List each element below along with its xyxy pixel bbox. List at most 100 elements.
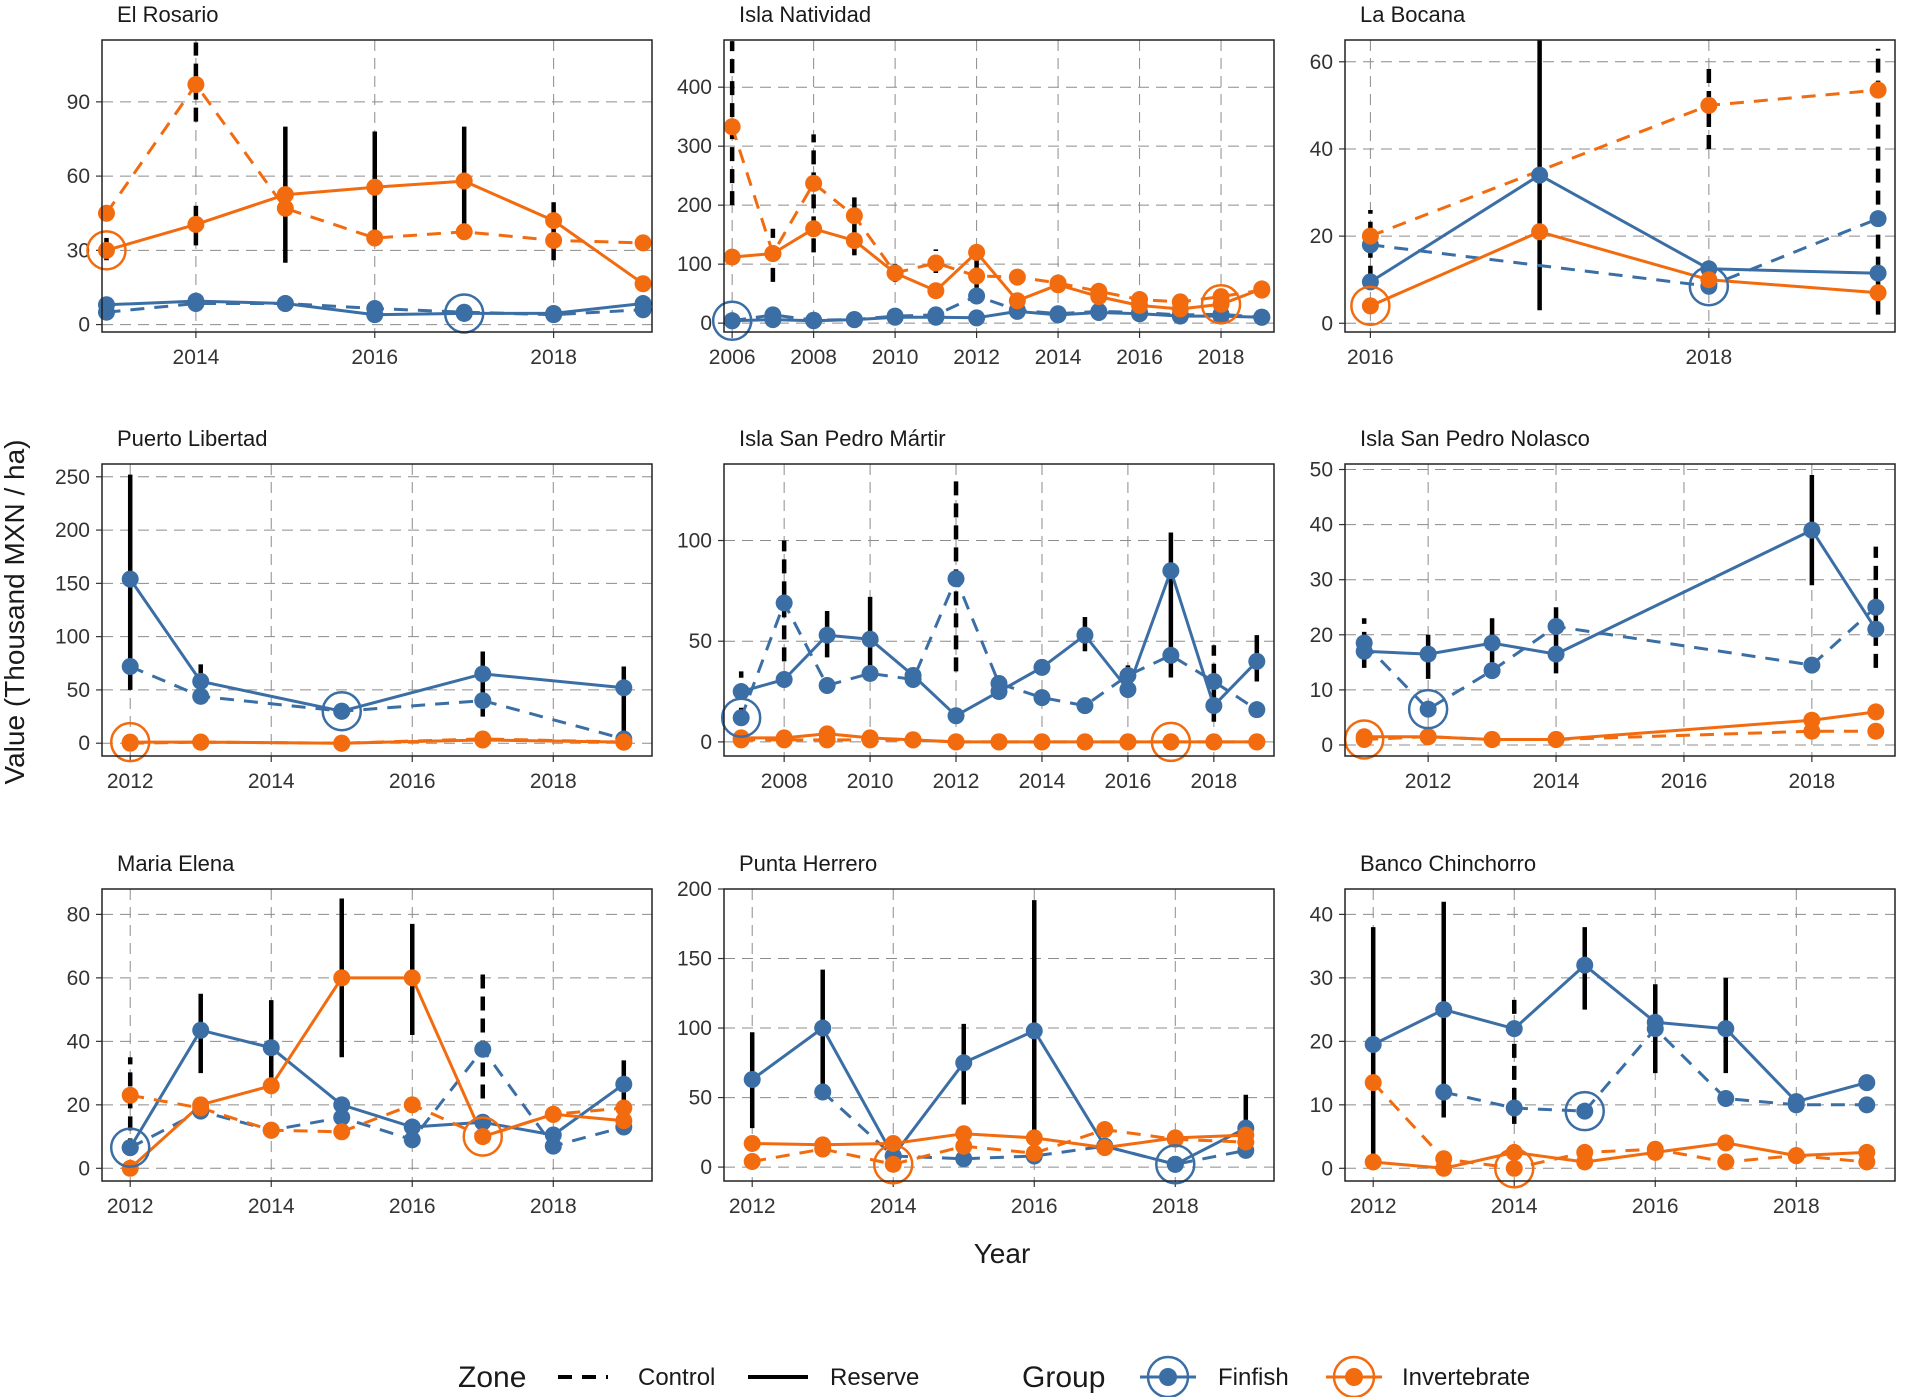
- point-invertebrate-control: [1576, 1143, 1594, 1161]
- point-finfish-control: [764, 306, 782, 324]
- legend-control-label: Control: [638, 1364, 715, 1391]
- highlight-ring-invertebrate: [1350, 285, 1391, 327]
- highlight-ring-invertebrate: [1150, 721, 1192, 763]
- y-tick-label: 80: [67, 903, 90, 926]
- series-line-finfish-control: [129, 1047, 625, 1150]
- y-tick-label: 0: [78, 732, 90, 755]
- y-tick-label: 300: [677, 135, 712, 158]
- legend-finfish-label: Finfish: [1218, 1364, 1289, 1391]
- series-line-finfish-reserve: [1372, 963, 1868, 1104]
- x-tick-label: 2006: [709, 346, 756, 369]
- point-finfish-reserve: [968, 309, 986, 327]
- x-tick-label: 2012: [1405, 770, 1452, 793]
- point-finfish-reserve: [1869, 264, 1887, 282]
- y-tick-label: 40: [67, 1030, 90, 1053]
- point-invertebrate-control: [276, 199, 294, 217]
- series-line-finfish-control: [731, 294, 1262, 323]
- point-invertebrate-reserve: [884, 1134, 902, 1152]
- point-invertebrate-control: [333, 734, 351, 752]
- y-tick-label: 0: [78, 1157, 90, 1180]
- series-line-finfish-reserve: [1364, 528, 1878, 656]
- panel-isla-san-pedro-martir: Isla San Pedro Mártir 0 50 100 2008 2010 2012 2…: [677, 426, 1275, 793]
- y-tick-label: 0: [700, 312, 712, 335]
- point-finfish-control: [845, 311, 863, 329]
- point-invertebrate-control: [947, 733, 965, 751]
- point-finfish-reserve: [192, 672, 210, 690]
- point-finfish-control: [818, 677, 836, 695]
- point-invertebrate-control: [764, 245, 782, 263]
- y-tick-label: 20: [1310, 1030, 1333, 1053]
- point-invertebrate-reserve: [1505, 1143, 1523, 1161]
- legend-invertebrate-label: Invertebrate: [1402, 1364, 1530, 1391]
- point-finfish-control: [886, 307, 904, 325]
- point-invertebrate-reserve: [187, 215, 205, 233]
- point-invertebrate-control: [545, 231, 563, 249]
- point-invertebrate-control: [1253, 281, 1271, 299]
- point-invertebrate-control: [97, 204, 115, 222]
- point-finfish-control: [814, 1083, 832, 1101]
- x-tick-label: 2012: [729, 1195, 776, 1218]
- x-tick-label: 2016: [1661, 770, 1708, 793]
- x-tick-label: 2010: [847, 770, 894, 793]
- point-finfish-control: [1505, 1099, 1523, 1117]
- point-finfish-control: [1576, 1102, 1594, 1120]
- x-tick-label: 2008: [761, 770, 808, 793]
- panel-title: Isla San Pedro Mártir: [739, 426, 946, 451]
- panel-frame: [101, 888, 653, 1182]
- y-tick-label: 10: [1310, 679, 1333, 702]
- point-invertebrate-control: [861, 731, 879, 749]
- point-finfish-control: [121, 657, 139, 675]
- point-invertebrate-control: [1049, 274, 1067, 292]
- point-invertebrate-reserve: [333, 969, 351, 987]
- panel-isla-natividad: Isla Natividad 0 100 200 300 400 2006 2008 2010 2…: [677, 2, 1275, 369]
- point-invertebrate-control: [1025, 1144, 1043, 1162]
- panel-frame: [1344, 39, 1896, 333]
- series-line-invertebrate-reserve: [129, 976, 624, 1170]
- point-finfish-control: [1205, 672, 1223, 690]
- point-invertebrate-reserve: [743, 1134, 761, 1152]
- y-tick-label: 10: [1310, 1094, 1333, 1117]
- point-invertebrate-reserve: [262, 1077, 280, 1095]
- y-tick-label: 0: [78, 314, 90, 337]
- point-finfish-reserve: [861, 630, 879, 648]
- point-invertebrate-reserve: [545, 212, 563, 230]
- point-invertebrate-control: [1119, 733, 1137, 751]
- x-tick-label: 2016: [1105, 770, 1152, 793]
- point-invertebrate-control: [1867, 722, 1885, 740]
- y-tick-label: 30: [67, 239, 90, 262]
- point-invertebrate-reserve: [955, 1125, 973, 1143]
- point-finfish-control: [1435, 1083, 1453, 1101]
- y-axis-title: Value (Thousand MXN / ha): [0, 440, 30, 785]
- x-tick-label: 2018: [1198, 346, 1245, 369]
- highlight-ring-finfish: [1564, 1090, 1605, 1132]
- point-invertebrate-control: [1869, 81, 1887, 99]
- y-tick-label: 40: [1310, 138, 1333, 161]
- point-finfish-reserve: [1076, 626, 1094, 644]
- point-finfish-control: [187, 295, 205, 313]
- x-tick-label: 2016: [1116, 346, 1163, 369]
- point-invertebrate-reserve: [403, 969, 421, 987]
- highlight-ring-invertebrate: [86, 230, 127, 271]
- panel-frame: [1344, 463, 1896, 757]
- panel-maria-elena: Maria Elena 0 20 40 60 80 2012 2014 2016 2018: [67, 851, 653, 1218]
- point-invertebrate-reserve: [1700, 271, 1718, 289]
- y-tick-label: 400: [677, 76, 712, 99]
- point-invertebrate-control: [1205, 733, 1223, 751]
- x-tick-label: 2016: [1347, 346, 1394, 369]
- point-finfish-control: [121, 1139, 139, 1157]
- panel-banco-chinchorro: Banco Chinchorro 0 10 20 30 40 2012 2014 2016 201…: [1310, 851, 1896, 1218]
- y-tick-label: 90: [67, 91, 90, 114]
- legend-invertebrate-ring: [1332, 1355, 1376, 1397]
- point-finfish-reserve: [818, 626, 836, 644]
- point-finfish-reserve: [1033, 658, 1051, 676]
- point-finfish-control: [1033, 689, 1051, 707]
- panel-frame: [723, 888, 1275, 1182]
- panel-title: La Bocana: [1360, 2, 1466, 27]
- x-tick-label: 2012: [933, 770, 980, 793]
- y-tick-label: 100: [677, 253, 712, 276]
- point-invertebrate-control: [968, 267, 986, 285]
- point-invertebrate-reserve: [276, 186, 294, 204]
- point-invertebrate-control: [474, 1128, 492, 1146]
- highlight-ring-invertebrate: [462, 1116, 504, 1157]
- point-finfish-reserve: [1248, 652, 1266, 670]
